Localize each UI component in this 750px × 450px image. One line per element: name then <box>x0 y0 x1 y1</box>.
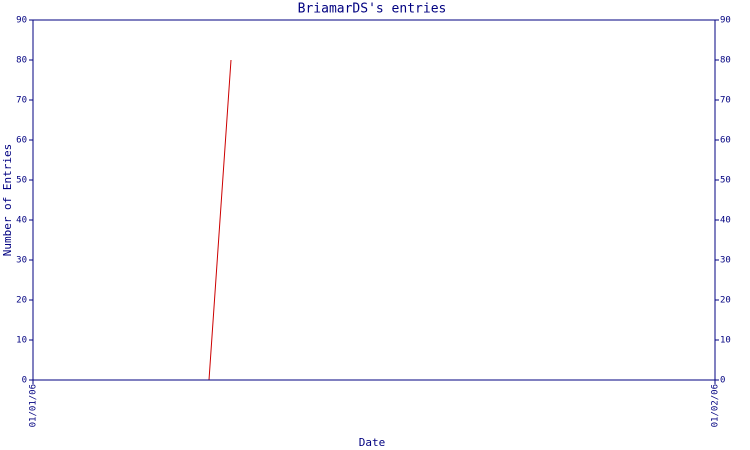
y-tick-label: 0 <box>22 376 27 386</box>
y-tick-label: 50 <box>16 176 27 186</box>
x-axis-label: Date <box>359 436 386 449</box>
y2-tick-label: 70 <box>720 96 731 106</box>
x-tick-label: 01/02/06 <box>711 384 721 427</box>
y-tick-label: 10 <box>16 336 27 346</box>
y2-tick-label: 10 <box>720 336 731 346</box>
y2-tick-label: 20 <box>720 296 731 306</box>
chart-title: BriamarDS's entries <box>298 2 447 17</box>
x-tick-label: 01/01/06 <box>29 384 39 427</box>
y-tick-label: 60 <box>16 136 27 146</box>
plot-frame <box>32 19 716 381</box>
y-tick-label: 80 <box>16 56 27 66</box>
y2-tick-label: 60 <box>720 136 731 146</box>
y-tick-label: 40 <box>16 216 27 226</box>
y2-tick-label: 50 <box>720 176 731 186</box>
y2-tick-label: 90 <box>720 16 731 26</box>
y2-tick-label: 30 <box>720 256 731 266</box>
y-axis-label: Number of Entries <box>1 144 14 257</box>
y2-tick-label: 0 <box>720 376 725 386</box>
y-tick-label: 20 <box>16 296 27 306</box>
y-tick-label: 70 <box>16 96 27 106</box>
y-tick-label: 90 <box>16 16 27 26</box>
y2-tick-label: 40 <box>720 216 731 226</box>
data-line <box>33 59 232 381</box>
y2-tick-label: 80 <box>720 56 731 66</box>
y-tick-label: 30 <box>16 256 27 266</box>
